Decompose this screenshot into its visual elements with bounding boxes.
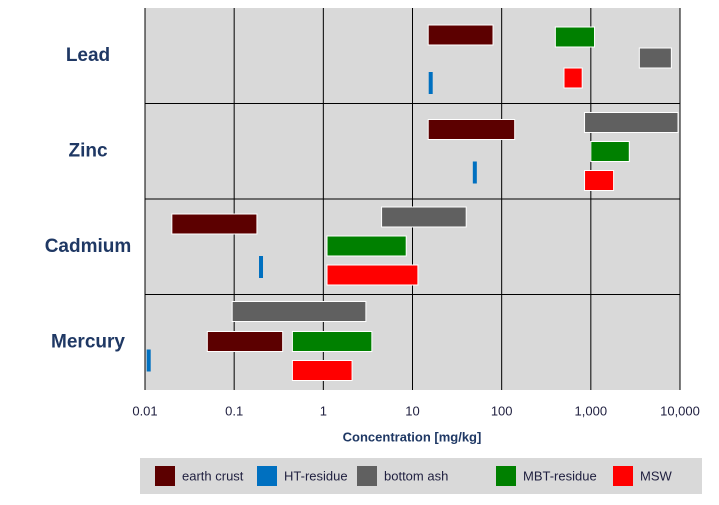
x-axis-label: Concentration [mg/kg] [343, 429, 482, 444]
category-label: Cadmium [45, 236, 132, 257]
x-tick-label: 1,000 [575, 403, 608, 418]
range-bar [472, 161, 477, 184]
category-label: Mercury [51, 331, 125, 352]
legend-box [140, 458, 702, 494]
x-tick-label: 0.1 [225, 403, 243, 418]
range-bar [563, 67, 583, 89]
category-label: Lead [66, 45, 110, 66]
x-tick-label: 10 [405, 403, 419, 418]
legend-label: HT-residue [284, 468, 348, 483]
range-bar [259, 256, 264, 278]
x-tick-label: 10,000 [660, 403, 700, 418]
range-bar [326, 264, 419, 286]
legend-label: MSW [640, 468, 673, 483]
legend-label: MBT-residue [523, 468, 597, 483]
range-bar [427, 119, 516, 140]
range-bar [146, 349, 151, 372]
legend-label: earth crust [182, 468, 244, 483]
x-tick-label: 100 [491, 403, 513, 418]
legend-swatch [155, 466, 175, 486]
range-bar [231, 301, 367, 322]
range-bar [584, 170, 615, 191]
range-bar [171, 213, 258, 235]
range-bar [381, 206, 467, 228]
x-tick-label: 1 [320, 403, 327, 418]
legend-swatch [357, 466, 377, 486]
range-bar [638, 47, 672, 69]
range-bar [554, 26, 596, 48]
range-bar [590, 141, 630, 162]
legend-swatch [496, 466, 516, 486]
range-bar [427, 24, 494, 46]
range-bar [584, 112, 679, 133]
x-tick-label: 0.01 [132, 403, 157, 418]
legend-swatch [257, 466, 277, 486]
range-bar [428, 72, 433, 94]
range-bar [326, 235, 407, 257]
range-bar [291, 360, 353, 381]
legend-swatch [613, 466, 633, 486]
range-bar [291, 331, 373, 352]
range-bar [206, 331, 284, 352]
legend-label: bottom ash [384, 468, 448, 483]
category-label: Zinc [68, 140, 107, 161]
